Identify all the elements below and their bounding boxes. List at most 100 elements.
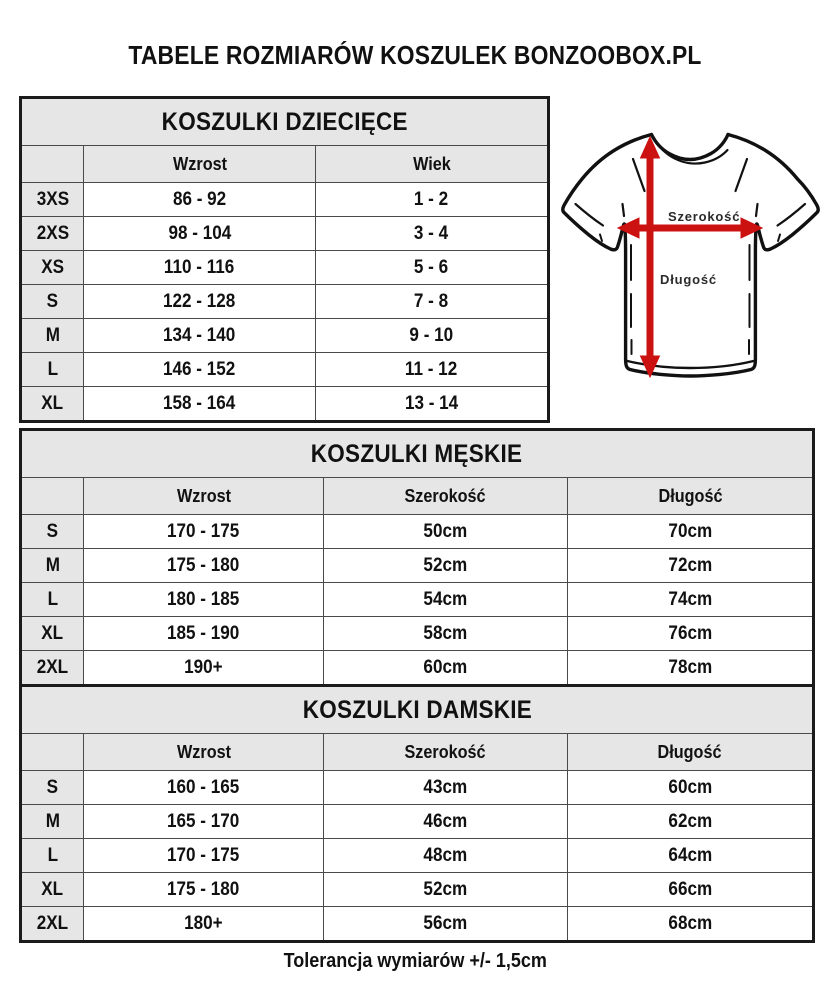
value-cell-text: 13 - 14: [404, 392, 459, 414]
column-header-text: Wzrost: [176, 741, 231, 762]
value-cell: 165 - 170: [83, 804, 324, 839]
size-cell-text: L: [47, 588, 58, 610]
size-table-women: KOSZULKI DAMSKIE Wzrost Szerokość Długość S 1…: [19, 684, 815, 943]
value-cell: 60cm: [323, 650, 568, 686]
size-cell-text: S: [46, 290, 59, 312]
width-dimension-label: Szerokość: [668, 209, 740, 224]
size-cell-text: M: [45, 554, 60, 576]
size-cell: 2XS: [20, 216, 84, 251]
value-cell: 74cm: [566, 582, 815, 617]
value-cell: 68cm: [567, 906, 814, 942]
value-cell: 70cm: [566, 514, 815, 549]
table-caption: KOSZULKI DAMSKIE: [20, 685, 814, 734]
size-cell-text: XL: [41, 392, 64, 414]
value-cell: 5 - 6: [315, 250, 549, 285]
value-cell-text: 72cm: [668, 554, 712, 576]
value-cell-text: 48cm: [423, 844, 468, 866]
column-header: Wzrost: [83, 733, 324, 771]
column-header: Wzrost: [83, 145, 316, 183]
column-header-text: Długość: [658, 485, 722, 506]
value-cell: 170 - 175: [83, 514, 324, 549]
table-caption: KOSZULKI MĘSKIE: [19, 429, 815, 478]
value-cell-text: 98 - 104: [168, 222, 231, 244]
size-cell-text: M: [45, 810, 60, 832]
value-cell: 3 - 4: [315, 216, 549, 251]
value-cell-text: 158 - 164: [163, 392, 236, 414]
table-row: XL 158 - 164 13 - 14: [20, 386, 549, 422]
value-cell-text: 58cm: [423, 622, 468, 644]
value-cell-text: 146 - 152: [163, 358, 236, 380]
size-cell-text: XS: [41, 256, 64, 278]
column-header-text: Szerokość: [404, 741, 487, 762]
value-cell: 11 - 12: [315, 352, 549, 387]
value-cell-text: 9 - 10: [409, 324, 454, 346]
size-cell: M: [20, 318, 84, 353]
value-cell-text: 122 - 128: [163, 290, 236, 312]
value-cell-text: 165 - 170: [167, 810, 240, 832]
size-cell: M: [20, 548, 84, 583]
table-header-row: Wzrost Szerokość Długość: [20, 477, 815, 515]
size-cell: XS: [20, 250, 84, 285]
value-cell-text: 62cm: [668, 810, 712, 832]
value-cell-text: 110 - 116: [164, 256, 235, 278]
value-cell: 46cm: [323, 804, 568, 839]
table-row: XL 185 - 190 58cm 76cm: [20, 616, 815, 651]
table-row: L 170 - 175 48cm 64cm: [20, 838, 814, 873]
column-header: Szerokość: [323, 733, 568, 771]
size-cell-text: XL: [41, 622, 64, 644]
size-cell: S: [20, 514, 84, 549]
value-cell: 185 - 190: [83, 616, 324, 651]
page-title: TABELE ROZMIARÓW KOSZULEK BONZOOBOX.PL: [128, 40, 702, 70]
value-cell-text: 7 - 8: [414, 290, 449, 312]
table-row: S 122 - 128 7 - 8: [20, 284, 549, 319]
value-cell: 160 - 165: [83, 770, 324, 805]
value-cell: 146 - 152: [83, 352, 316, 387]
value-cell-text: 64cm: [668, 844, 712, 866]
measurement-arrows-icon: [616, 135, 764, 379]
value-cell: 7 - 8: [315, 284, 549, 319]
value-cell: 66cm: [567, 872, 814, 907]
value-cell-text: 60cm: [423, 656, 468, 678]
value-cell-text: 60cm: [668, 776, 712, 798]
value-cell: 190+: [83, 650, 324, 686]
column-header-text: Długość: [658, 741, 722, 762]
column-header-text: Wiek: [412, 153, 451, 174]
value-cell: 122 - 128: [83, 284, 316, 319]
value-cell: 78cm: [566, 650, 815, 686]
column-header-size: [20, 145, 84, 183]
value-cell: 98 - 104: [83, 216, 316, 251]
size-cell-text: 2XL: [36, 912, 69, 934]
column-header: Wiek: [315, 145, 549, 183]
column-header: Szerokość: [323, 477, 568, 515]
value-cell-text: 52cm: [423, 878, 468, 900]
column-header-text: Wzrost: [172, 153, 227, 174]
column-header: Długość: [567, 733, 814, 771]
table-header-row: Wzrost Szerokość Długość: [20, 733, 814, 771]
size-cell: XL: [20, 386, 84, 422]
size-cell-text: L: [47, 844, 58, 866]
size-cell: L: [20, 352, 84, 387]
value-cell: 180 - 185: [83, 582, 324, 617]
table-row: M 175 - 180 52cm 72cm: [20, 548, 815, 583]
value-cell: 175 - 180: [83, 548, 324, 583]
value-cell: 9 - 10: [315, 318, 549, 353]
value-cell: 110 - 116: [83, 250, 316, 285]
size-cell-text: S: [46, 776, 59, 798]
value-cell: 52cm: [323, 872, 568, 907]
value-cell: 54cm: [323, 582, 568, 617]
value-cell-text: 74cm: [668, 588, 712, 610]
value-cell-text: 52cm: [423, 554, 468, 576]
size-cell: XL: [20, 616, 84, 651]
value-cell: 64cm: [567, 838, 814, 873]
size-cell-text: L: [47, 358, 58, 380]
column-header-text: Szerokość: [404, 485, 487, 506]
column-header: Długość: [566, 477, 815, 515]
value-cell-text: 5 - 6: [414, 256, 449, 278]
value-cell: 180+: [83, 906, 324, 942]
value-cell-text: 46cm: [423, 810, 468, 832]
column-header: Wzrost: [83, 477, 324, 515]
size-cell: 3XS: [20, 182, 84, 217]
size-cell: S: [20, 284, 84, 319]
value-cell-text: 11 - 12: [405, 358, 458, 380]
size-cell: M: [20, 804, 84, 839]
